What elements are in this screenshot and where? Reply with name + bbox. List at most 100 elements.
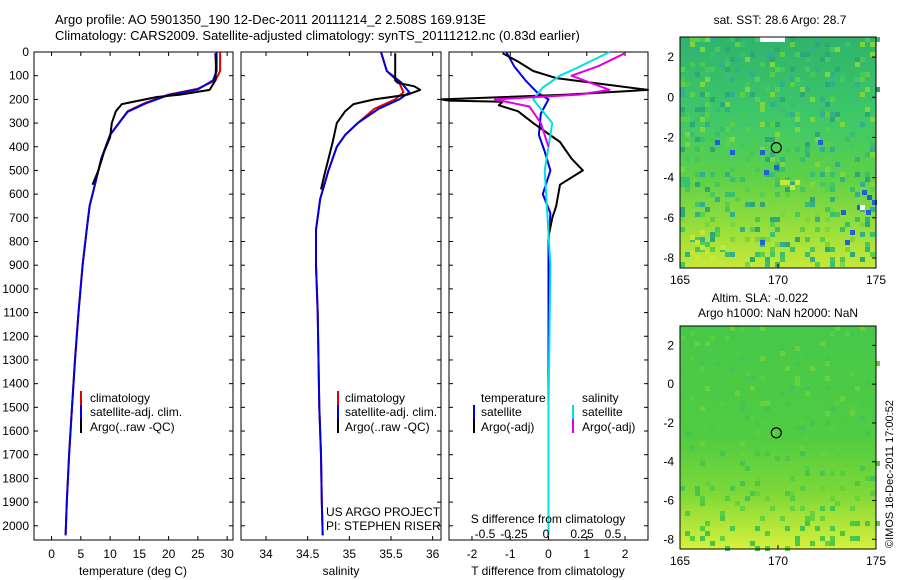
map-cell (740, 451, 745, 456)
map-cell (780, 67, 785, 72)
map-cell (775, 137, 780, 142)
map-cell (815, 217, 820, 222)
map-cell (690, 446, 695, 451)
map-cell (820, 112, 825, 117)
map-cell (867, 195, 872, 200)
series-line (315, 51, 405, 536)
map-cell (865, 107, 870, 112)
map-cell (764, 170, 769, 175)
map-cell (850, 132, 855, 137)
map-cell (690, 92, 695, 97)
map-cell (825, 411, 830, 416)
map-cell (735, 501, 740, 506)
map-cell (805, 521, 810, 526)
map-cell (710, 255, 715, 260)
map-cell (825, 187, 830, 192)
map-cell (705, 122, 710, 127)
map-cell (750, 257, 755, 262)
map-cell (840, 421, 845, 426)
map-y-tick-label: -2 (663, 130, 674, 144)
map-cell (795, 426, 800, 431)
map-cell (730, 37, 735, 42)
map-cell (755, 491, 760, 496)
map-cell (700, 461, 705, 466)
map-cell (857, 205, 862, 210)
map-cell (795, 346, 800, 351)
map-cell (825, 72, 830, 77)
map-cell (755, 431, 760, 436)
map-cell (700, 37, 705, 42)
map-cell (805, 67, 810, 72)
map-cell (750, 72, 755, 77)
map-cell (800, 52, 805, 57)
map-cell (870, 187, 875, 192)
map-cell (805, 142, 810, 147)
map-cell (850, 230, 855, 235)
map-cell (725, 47, 730, 52)
map-cell (875, 361, 880, 366)
sst-map-cells (680, 37, 880, 267)
map-cell (841, 210, 846, 215)
map-cell (695, 255, 700, 260)
map-cell (815, 42, 820, 47)
map-cell (825, 182, 830, 187)
map-cell (870, 117, 875, 122)
map-cell (720, 516, 725, 521)
map-cell (755, 476, 760, 481)
map-cell (745, 82, 750, 87)
map-cell (705, 386, 710, 391)
map-cell (835, 501, 840, 506)
map-cell (745, 87, 750, 92)
map-cell (810, 421, 815, 426)
map-cell (685, 431, 690, 436)
map-cell (765, 257, 770, 262)
map-cell (700, 202, 705, 207)
map-cell (825, 247, 830, 252)
map-cell (860, 162, 865, 167)
map-cell (730, 212, 735, 217)
map-cell (790, 42, 795, 47)
series-line (315, 51, 411, 536)
map-cell (765, 531, 770, 536)
map-cell (690, 356, 695, 361)
map-cell (765, 237, 770, 242)
map-cell (750, 202, 755, 207)
map-y-tick-label: 0 (667, 377, 674, 391)
map-cell (870, 476, 875, 481)
legend-title-salinity: salinity (582, 391, 619, 405)
map-cell (680, 486, 685, 491)
map-cell (815, 132, 820, 137)
map-cell (855, 481, 860, 486)
map-cell (745, 237, 750, 242)
map-cell (870, 152, 875, 157)
map-cell (755, 346, 760, 351)
map-cell (790, 182, 795, 187)
map-cell (695, 157, 700, 162)
map-cell (780, 167, 785, 172)
project-note-line1: US ARGO PROJECT (326, 505, 441, 519)
map-cell (755, 77, 760, 82)
map-cell (770, 172, 775, 177)
map-y-tick-label: -4 (663, 171, 674, 185)
map-cell (855, 162, 860, 167)
map-cell (740, 42, 745, 47)
map-cell (760, 356, 765, 361)
map-cell (750, 376, 755, 381)
map-cell (820, 536, 825, 541)
map-cell (785, 456, 790, 461)
x-tick-label: 1 (583, 547, 590, 561)
map-cell (830, 112, 835, 117)
map-cell (690, 396, 695, 401)
map-cell (790, 496, 795, 501)
map-cell (855, 217, 860, 222)
map-cell (755, 421, 760, 426)
map-cell (840, 177, 845, 182)
map-x-tick-label: 165 (670, 554, 690, 568)
map-cell (700, 92, 705, 97)
map-cell (725, 62, 730, 67)
map-cell (755, 252, 760, 257)
map-cell (770, 37, 775, 42)
map-cell (715, 197, 720, 202)
map-cell (685, 142, 690, 147)
map-cell (800, 451, 805, 456)
